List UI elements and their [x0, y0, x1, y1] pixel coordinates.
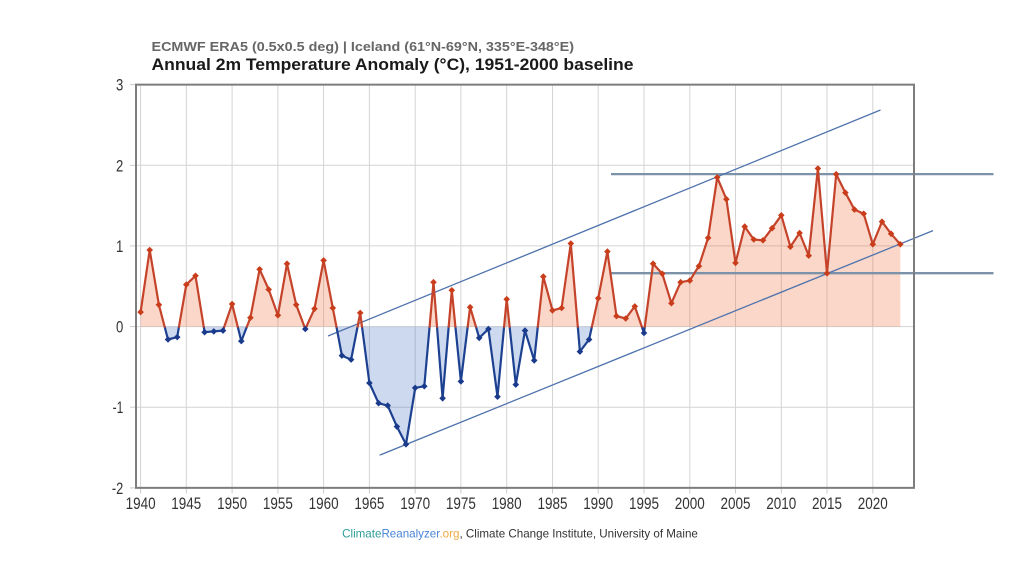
svg-text:1950: 1950 — [217, 495, 247, 513]
svg-text:1965: 1965 — [354, 495, 384, 513]
svg-text:2005: 2005 — [721, 495, 751, 513]
svg-text:1960: 1960 — [309, 495, 339, 513]
svg-text:1945: 1945 — [171, 495, 201, 513]
svg-text:1995: 1995 — [629, 495, 659, 513]
svg-text:3: 3 — [116, 77, 123, 95]
svg-text:2: 2 — [116, 157, 123, 175]
svg-text:2020: 2020 — [858, 495, 888, 513]
svg-text:1: 1 — [116, 238, 123, 256]
svg-text:0: 0 — [116, 319, 123, 337]
svg-text:1990: 1990 — [583, 495, 613, 513]
svg-text:1980: 1980 — [492, 495, 522, 513]
svg-text:1970: 1970 — [400, 495, 430, 513]
svg-text:-1: -1 — [113, 399, 124, 417]
svg-text:1940: 1940 — [126, 495, 156, 513]
svg-text:Annual 2m Temperature Anomaly: Annual 2m Temperature Anomaly (°C), 1951… — [152, 56, 634, 74]
svg-text:1975: 1975 — [446, 495, 476, 513]
svg-text:1985: 1985 — [538, 495, 568, 513]
svg-text:2000: 2000 — [675, 495, 705, 513]
svg-text:-2: -2 — [112, 480, 123, 498]
svg-text:ECMWF ERA5 (0.5x0.5 deg) | Ice: ECMWF ERA5 (0.5x0.5 deg) | Iceland (61°N… — [152, 40, 575, 54]
svg-text:ClimateReanalyzer.org, Climate: ClimateReanalyzer.org, Climate Change In… — [342, 528, 698, 541]
svg-text:1955: 1955 — [263, 495, 293, 513]
svg-text:2010: 2010 — [766, 495, 796, 513]
svg-text:2015: 2015 — [812, 495, 842, 513]
